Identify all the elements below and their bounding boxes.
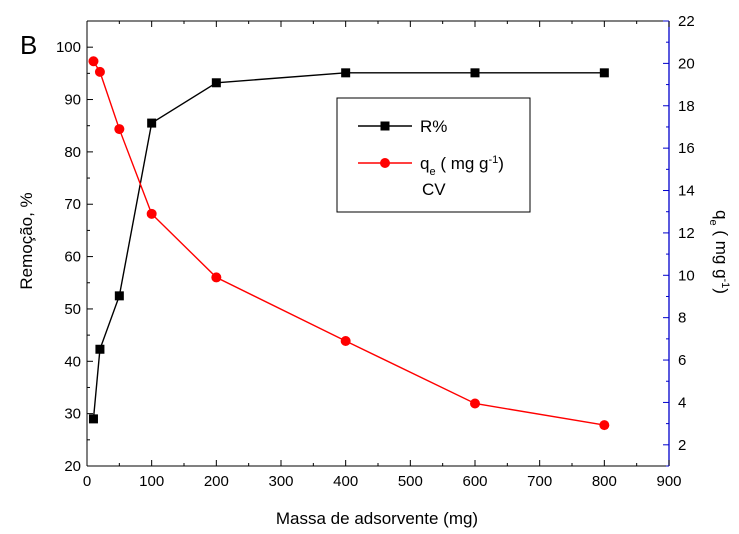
legend: R% qe ( mg g-1) CV xyxy=(336,97,531,213)
x-tick-label: 0 xyxy=(83,473,91,490)
x-tick-label: 900 xyxy=(656,473,681,490)
y-right-tick-label: 10 xyxy=(678,267,695,284)
plot-area xyxy=(86,20,670,467)
y-right-tick-label: 18 xyxy=(678,98,695,115)
y-axis-right: 2 4 6 8 10 12 14 16 18 20 22 xyxy=(663,13,695,467)
data-point-qe xyxy=(211,272,222,283)
data-point-r xyxy=(211,78,221,88)
y-left-tick-label: 80 xyxy=(64,144,81,161)
y-left-tick-label: 20 xyxy=(64,458,81,475)
x-tick-label: 200 xyxy=(204,473,229,490)
x-tick-label: 700 xyxy=(527,473,552,490)
y-right-tick-label: 8 xyxy=(678,310,686,327)
y-left-tick-label: 100 xyxy=(56,39,81,56)
y-left-tick-label: 60 xyxy=(64,249,81,266)
x-tick-label: 400 xyxy=(333,473,358,490)
y-right-tick-label: 14 xyxy=(678,183,695,200)
data-point-r xyxy=(470,68,480,78)
x-tick-label: 600 xyxy=(462,473,487,490)
y-axis-left: 20 30 40 50 60 70 80 90 100 xyxy=(56,20,93,475)
x-tick-label: 500 xyxy=(398,473,423,490)
y-right-tick-label: 4 xyxy=(678,394,686,411)
x-tick-label: 800 xyxy=(592,473,617,490)
y-right-tick-label: 20 xyxy=(678,55,695,72)
data-point-r xyxy=(147,118,157,128)
x-axis: 0 100 200 300 400 500 600 700 800 900 xyxy=(83,21,682,490)
y-left-tick-label: 40 xyxy=(64,353,81,370)
legend-label-qe: qe ( mg g-1) xyxy=(420,154,504,178)
data-point-qe xyxy=(599,420,610,431)
data-point-r xyxy=(599,68,609,78)
data-point-r xyxy=(95,344,105,354)
legend-label-r: R% xyxy=(420,117,447,136)
x-axis-title: Massa de adsorvente (mg) xyxy=(276,509,478,528)
y-axis-right-title: qe ( mg g-1) xyxy=(707,210,731,294)
panel-label: B xyxy=(20,30,37,60)
data-point-r xyxy=(88,414,98,424)
data-point-qe xyxy=(340,335,351,346)
y-right-tick-label: 12 xyxy=(678,225,695,242)
legend-box xyxy=(336,97,531,213)
data-point-r xyxy=(114,291,124,301)
data-point-qe xyxy=(94,66,105,77)
series-line-1 xyxy=(92,72,605,419)
legend-marker-qe xyxy=(380,158,390,168)
y-left-tick-label: 90 xyxy=(64,92,81,109)
legend-marker-r xyxy=(380,121,390,131)
data-point-qe xyxy=(114,124,125,135)
x-tick-label: 100 xyxy=(139,473,164,490)
legend-label-cv: CV xyxy=(422,180,446,199)
data-point-r xyxy=(341,68,351,78)
series-line-2 xyxy=(92,60,605,426)
data-point-qe xyxy=(88,56,99,67)
y-axis-left-title: Remoção, % xyxy=(17,192,36,289)
y-left-tick-label: 50 xyxy=(64,301,81,318)
y-right-tick-label: 16 xyxy=(678,140,695,157)
y-right-tick-label: 22 xyxy=(678,13,695,30)
y-left-tick-label: 30 xyxy=(64,406,81,423)
data-point-qe xyxy=(146,208,157,219)
y-right-tick-label: 6 xyxy=(678,352,686,369)
data-point-qe xyxy=(470,398,480,409)
series-layer xyxy=(88,56,610,431)
x-tick-label: 300 xyxy=(268,473,293,490)
y-left-tick-label: 70 xyxy=(64,196,81,213)
y-right-tick-label: 2 xyxy=(678,437,686,454)
